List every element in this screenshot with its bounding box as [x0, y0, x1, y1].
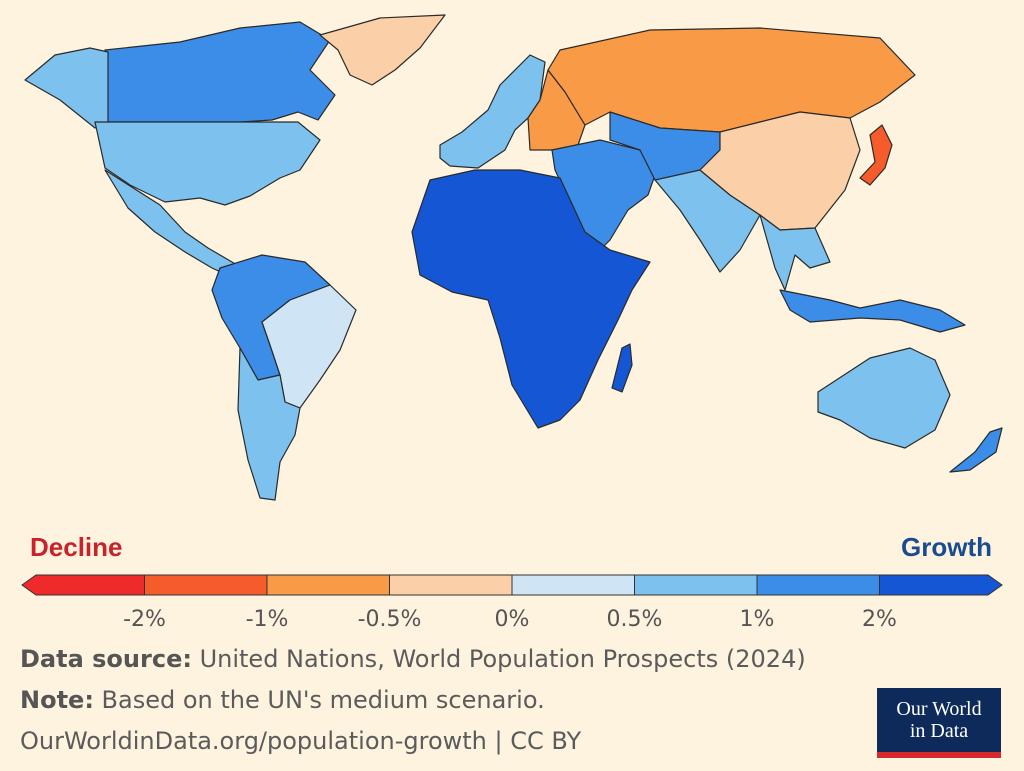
data-source-text: United Nations, World Population Prospec…	[191, 645, 806, 673]
owid-logo[interactable]: Our World in Data	[877, 688, 1001, 758]
legend-tick-5: 1%	[740, 607, 775, 632]
region-southeast-asia[interactable]	[759, 214, 831, 291]
region-australia[interactable]	[817, 347, 951, 449]
legend-tick-6: 2%	[862, 607, 897, 632]
legend-tick-0: -2%	[123, 607, 166, 632]
legend-tick-3: 0%	[495, 607, 530, 632]
region-brazil[interactable]	[261, 284, 357, 409]
region-united-states[interactable]	[94, 121, 321, 206]
legend-tick-4: 0.5%	[607, 607, 663, 632]
logo-line-1: Our World	[896, 698, 982, 720]
region-madagascar[interactable]	[611, 343, 633, 393]
region-japan[interactable]	[859, 124, 893, 186]
region-alaska[interactable]	[24, 47, 109, 129]
data-source-label: Data source:	[20, 645, 192, 673]
legend-bin-0	[21, 574, 145, 596]
world-map	[24, 14, 1003, 501]
growth-label: Growth	[901, 532, 992, 562]
region-russia[interactable]	[547, 27, 916, 133]
region-southern-cone[interactable]	[237, 347, 301, 501]
color-legend: -2% -1% -0.5% 0% 0.5% 1% 2%	[0, 566, 1024, 636]
region-africa[interactable]	[411, 169, 651, 429]
data-source-line: Data source: United Nations, World Popul…	[20, 645, 806, 673]
region-western-europe[interactable]	[439, 54, 546, 169]
region-new-zealand[interactable]	[949, 427, 1003, 473]
legend-tick-2: -0.5%	[358, 607, 422, 632]
note-label: Note:	[20, 686, 94, 714]
legend-bin-4	[511, 574, 635, 596]
decline-label: Decline	[30, 532, 123, 562]
region-indonesia[interactable]	[779, 289, 966, 333]
legend-bin-3	[389, 574, 513, 596]
region-greenland[interactable]	[319, 14, 446, 86]
region-north-america-north[interactable]	[104, 21, 336, 123]
note-text: Based on the UN's medium scenario.	[93, 686, 545, 714]
legend-bin-1	[144, 574, 268, 596]
legend-bin-6	[756, 574, 880, 596]
legend-bin-5	[634, 574, 758, 596]
note-line: Note: Based on the UN's medium scenario.	[20, 686, 545, 714]
legend-tick-1: -1%	[246, 607, 289, 632]
logo-line-2: in Data	[909, 720, 969, 742]
legend-bin-7	[879, 574, 1003, 596]
legend-bin-2	[266, 574, 390, 596]
source-url[interactable]: OurWorldinData.org/population-growth | C…	[20, 727, 582, 755]
